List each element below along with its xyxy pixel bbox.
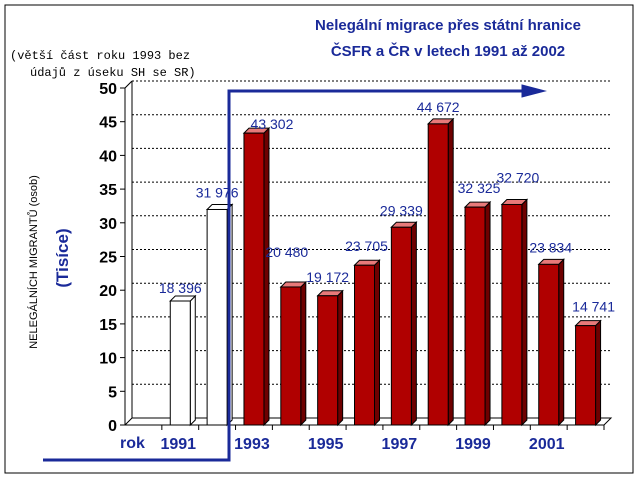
bar-side <box>337 289 344 427</box>
bar-top <box>316 290 344 297</box>
chart-note-line1: (větší část roku 1993 bez <box>10 49 190 63</box>
arrow-line <box>43 89 525 462</box>
bar-top <box>463 201 492 208</box>
bar-1999 <box>463 200 492 427</box>
bar-front <box>464 206 486 426</box>
bar-side <box>595 319 602 427</box>
y-tick-label: 5 <box>108 384 117 401</box>
y-tick-label: 45 <box>99 115 117 132</box>
data-label: 23 834 <box>529 239 572 255</box>
arrow-head <box>521 84 547 98</box>
y-axis-units: (Tisíce) <box>53 228 72 287</box>
bar-front <box>280 286 302 426</box>
x-tick-label: 1991 <box>160 436 196 453</box>
bar-top <box>574 320 602 327</box>
data-label: 31 976 <box>196 184 239 200</box>
bar-1996 <box>353 259 381 427</box>
bar-side <box>410 221 417 427</box>
bar-front <box>390 226 412 426</box>
bar-front <box>575 325 597 426</box>
chart-note-line2: údajů z úseku SH se SR) <box>30 66 196 80</box>
bar-2001 <box>537 258 565 427</box>
y-tick-label: 50 <box>99 81 117 98</box>
bar-side <box>521 198 528 427</box>
bar-top <box>279 281 308 288</box>
bar-1991 <box>169 294 197 427</box>
data-label: 29 339 <box>380 202 423 218</box>
blue-arrow <box>43 84 547 462</box>
bar-1997 <box>390 221 418 427</box>
chart-title-line1: Nelegální migrace přes státní hranice <box>315 17 581 34</box>
bar-front <box>538 263 560 426</box>
data-label: 18 396 <box>159 280 202 296</box>
x-axis-label: rok <box>120 435 145 452</box>
y-tick-label: 40 <box>99 148 117 165</box>
bar-side <box>447 117 454 427</box>
bar-side <box>484 200 491 427</box>
data-label: 32 720 <box>496 169 539 185</box>
bar-top <box>390 221 418 228</box>
bar-2000 <box>500 198 529 427</box>
y-axis-depth <box>124 80 133 89</box>
bar-1995 <box>316 289 344 427</box>
bar-top <box>353 259 381 266</box>
chart-title-line2: ČSFR a ČR v letech 1991 až 2002 <box>331 42 565 60</box>
y-tick-label: 35 <box>99 182 117 199</box>
x-tick-label: 1999 <box>455 436 491 453</box>
bars <box>169 117 602 427</box>
bar-1994 <box>279 280 308 427</box>
bar-side <box>374 259 380 427</box>
data-label: 43 302 <box>251 116 294 132</box>
y-axis-label: NELEGÁLNÍCH MIGRANTŮ (osob) <box>27 175 40 349</box>
y-tick-label: 10 <box>99 351 117 368</box>
x-tick-label: 2001 <box>529 436 565 453</box>
data-label: 44 672 <box>417 99 460 115</box>
y-tick-label: 25 <box>99 250 117 267</box>
data-label: 20 480 <box>265 244 308 260</box>
bar-2002 <box>574 319 602 427</box>
bar-top <box>426 118 455 125</box>
y-tick-label: 20 <box>99 283 117 300</box>
data-labels: 18 396 31 976 43 302 20 480 19 172 23 705 29 3… <box>159 99 615 315</box>
data-label: 32 325 <box>458 180 501 196</box>
x-tick-label: 1995 <box>308 436 344 453</box>
x-tick-label: 1997 <box>382 436 418 453</box>
bar-front <box>354 264 375 426</box>
bar-1993 <box>242 126 271 427</box>
bar-1998 <box>426 117 455 427</box>
y-tick-label: 0 <box>108 418 117 435</box>
data-label: 23 705 <box>345 238 388 254</box>
bar-side <box>189 294 196 427</box>
bar-front <box>427 123 449 426</box>
bar-top <box>537 258 565 265</box>
bar-front <box>317 295 339 426</box>
bar-front <box>206 208 228 426</box>
x-tick-label: 1993 <box>234 436 270 453</box>
bar-top <box>169 295 197 302</box>
data-label: 19 172 <box>306 269 349 285</box>
bar-side <box>558 258 565 427</box>
bar-front <box>243 132 265 426</box>
bar-front <box>169 300 191 426</box>
bar-front <box>501 203 523 426</box>
data-label: 14 741 <box>572 299 615 315</box>
y-tick-label: 15 <box>99 317 117 334</box>
bar-side <box>263 126 270 427</box>
bar-top <box>500 198 529 205</box>
bar-side <box>300 280 307 427</box>
tick-labels: 0 5 10 15 20 25 30 35 40 45 50 1991 1993 1995 1997 1999… <box>99 81 564 453</box>
y-tick-label: 30 <box>99 216 117 233</box>
